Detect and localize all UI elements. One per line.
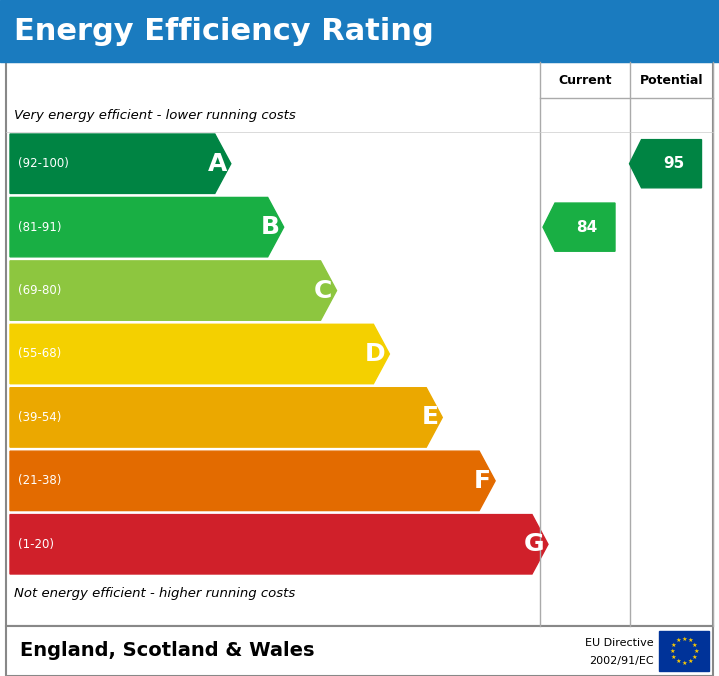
- Bar: [6, 626, 713, 676]
- Text: D: D: [365, 342, 385, 366]
- Text: G: G: [523, 532, 544, 556]
- Text: ★: ★: [681, 660, 687, 665]
- Text: ★: ★: [675, 638, 681, 643]
- Text: 95: 95: [663, 156, 684, 171]
- Text: ★: ★: [687, 659, 693, 664]
- Text: ★: ★: [692, 654, 697, 660]
- Polygon shape: [10, 197, 284, 257]
- Text: EU Directive: EU Directive: [585, 639, 654, 648]
- Text: E: E: [421, 406, 439, 429]
- Text: F: F: [474, 469, 491, 493]
- Text: ★: ★: [671, 642, 677, 648]
- Text: England, Scotland & Wales: England, Scotland & Wales: [20, 642, 314, 660]
- Text: ★: ★: [687, 638, 693, 643]
- Text: Potential: Potential: [640, 74, 703, 87]
- Bar: [0, 0, 719, 62]
- Text: ★: ★: [671, 654, 677, 660]
- Text: Very energy efficient - lower running costs: Very energy efficient - lower running co…: [14, 109, 296, 122]
- Text: (69-80): (69-80): [18, 284, 61, 297]
- Polygon shape: [630, 140, 702, 188]
- Text: 84: 84: [577, 220, 597, 235]
- Text: Not energy efficient - higher running costs: Not energy efficient - higher running co…: [14, 587, 296, 600]
- Polygon shape: [543, 203, 615, 251]
- Polygon shape: [10, 514, 548, 574]
- Text: A: A: [208, 151, 226, 176]
- Text: ★: ★: [692, 642, 697, 648]
- Text: (39-54): (39-54): [18, 411, 61, 424]
- Polygon shape: [10, 261, 336, 320]
- Text: Current: Current: [558, 74, 612, 87]
- Text: (1-20): (1-20): [18, 538, 54, 551]
- Text: ★: ★: [669, 648, 675, 654]
- Text: Energy Efficiency Rating: Energy Efficiency Rating: [14, 16, 434, 45]
- Text: (92-100): (92-100): [18, 158, 69, 170]
- Text: ★: ★: [693, 648, 699, 654]
- Polygon shape: [10, 134, 231, 193]
- Text: (21-38): (21-38): [18, 475, 61, 487]
- Text: (81-91): (81-91): [18, 220, 62, 234]
- Text: ★: ★: [681, 637, 687, 642]
- Text: 2002/91/EC: 2002/91/EC: [590, 656, 654, 666]
- Text: B: B: [261, 215, 280, 239]
- Polygon shape: [10, 388, 442, 447]
- Text: C: C: [314, 279, 333, 303]
- Text: ★: ★: [675, 659, 681, 664]
- Polygon shape: [10, 451, 495, 510]
- Polygon shape: [10, 324, 390, 384]
- Bar: [6, 62, 713, 626]
- Text: (55-68): (55-68): [18, 347, 61, 360]
- Bar: [659, 631, 709, 671]
